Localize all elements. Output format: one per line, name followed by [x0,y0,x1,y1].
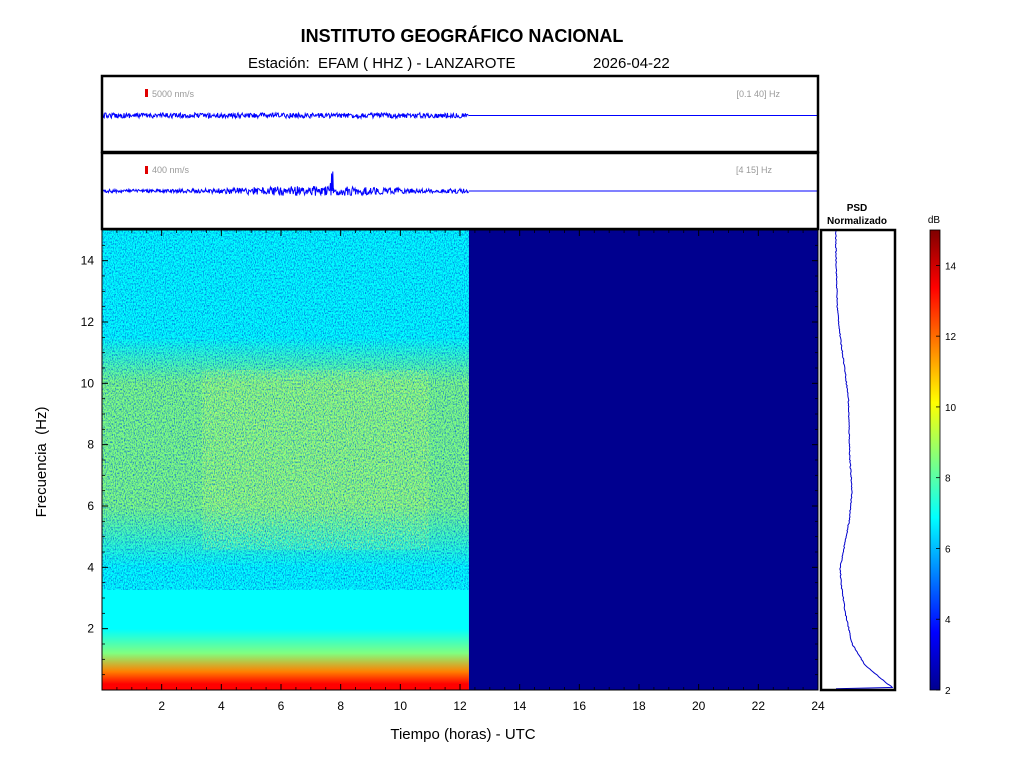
colorbar-tick-label: 6 [945,544,951,555]
scale-bar-1 [145,89,148,97]
psd-title-line1: PSD [847,203,868,214]
y-tick-label: 8 [87,438,94,452]
y-tick-label: 12 [81,315,95,329]
band-label-2: [4 15] Hz [736,165,773,175]
scale-label-1: 5000 nm/s [152,89,195,99]
x-tick-label: 10 [394,699,408,713]
band-label-1: [0.1 40] Hz [736,89,780,99]
colorbar-tick-label: 14 [945,261,957,272]
station-label: Estación: EFAM ( HHZ ) - LANZAROTE [248,55,516,72]
colorbar-tick-label: 4 [945,615,951,626]
x-tick-label: 20 [692,699,706,713]
x-axis-label: Tiempo (horas) - UTC [390,726,535,743]
psd-title-line2: Normalizado [827,216,887,227]
colorbar-ticks: 2 4 6 8 10 12 14 [936,261,957,697]
x-tick-label: 14 [513,699,527,713]
seismogram-trace-1 [102,111,469,120]
colorbar-tick-label: 10 [945,403,957,414]
x-tick-label: 4 [218,699,225,713]
colorbar-tick-label: 8 [945,474,951,485]
x-tick-label: 12 [453,699,467,713]
colorbar: dB 2 4 6 8 10 12 14 [928,215,957,697]
colorbar-tick-label: 12 [945,332,957,343]
seismogram-panel-2: 400 nm/s [4 15] Hz [100,151,820,231]
spectrogram-empty-region [468,230,818,690]
seismogram-panel-1: 5000 nm/s [0.1 40] Hz [100,74,820,154]
date-label: 2026-04-22 [593,55,670,72]
x-tick-label: 24 [811,699,825,713]
y-tick-label: 2 [87,622,94,636]
x-tick-label: 2 [158,699,165,713]
colorbar-tick-label: 2 [945,686,951,697]
seismogram-trace-2 [102,171,469,197]
x-tick-label: 22 [752,699,766,713]
x-tick-label: 18 [632,699,646,713]
psd-panel: PSD Normalizado [819,203,897,692]
y-tick-label: 6 [87,499,94,513]
colorbar-label: dB [928,215,941,226]
x-tick-label: 16 [573,699,587,713]
colorbar-gradient [929,229,941,691]
y-axis-label: Frecuencia (Hz) [33,407,50,518]
y-tick-label: 10 [81,376,95,390]
psd-trace [834,229,894,690]
y-axis: 2 4 6 8 10 12 14 [81,244,818,676]
y-tick-label: 14 [81,254,95,268]
y-tick-label: 4 [87,560,94,574]
x-axis: 2 4 6 8 10 12 14 16 18 20 22 24 [116,230,825,713]
spectrogram-texture-warm [202,370,429,550]
scale-bar-2 [145,166,148,174]
scale-label-2: 400 nm/s [152,165,190,175]
x-tick-label: 8 [337,699,344,713]
x-tick-label: 6 [278,699,285,713]
page-title: INSTITUTO GEOGRÁFICO NACIONAL [300,26,624,46]
